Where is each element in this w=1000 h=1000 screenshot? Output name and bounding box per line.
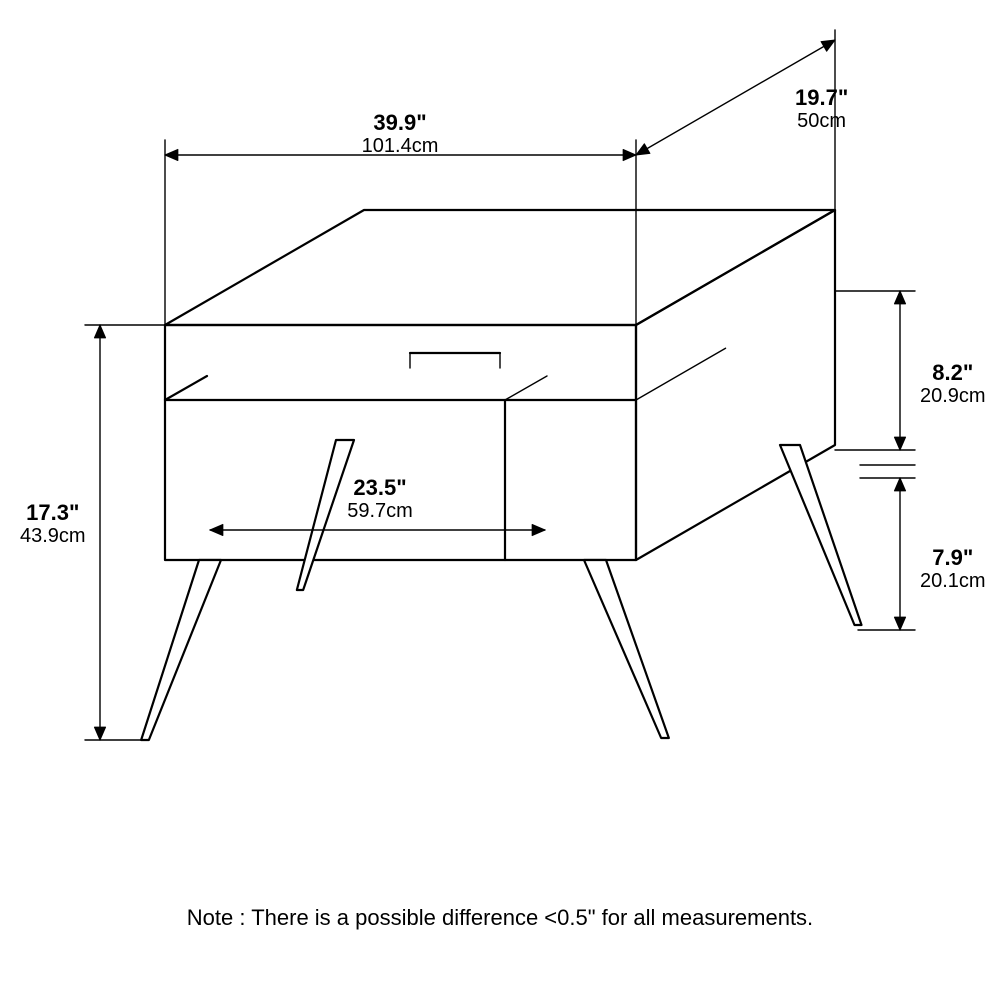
furniture-dimension-diagram: { "type": "technical-line-drawing", "sub…: [0, 0, 1000, 1000]
dim-depth: 19.7"50cm: [795, 85, 848, 133]
dim-leg-height: 7.9"20.1cm: [920, 545, 986, 593]
dim-width: 39.9"101.4cm: [362, 110, 439, 158]
dim-height-total: 17.3"43.9cm: [20, 500, 86, 548]
dim-shelf-width: 23.5"59.7cm: [347, 475, 413, 523]
measurement-note: Note : There is a possible difference <0…: [0, 905, 1000, 931]
drawing-svg: [0, 0, 1000, 1000]
dim-body-height: 8.2"20.9cm: [920, 360, 986, 408]
